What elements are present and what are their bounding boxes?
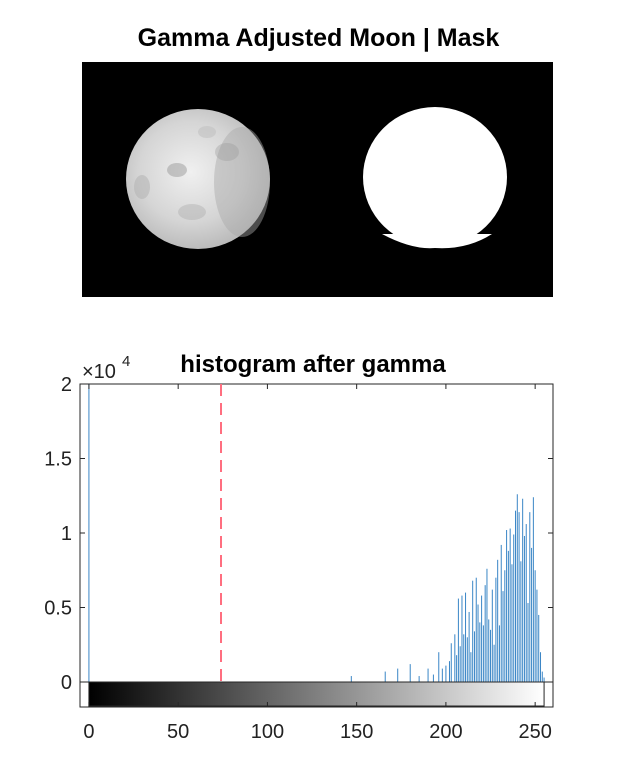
histogram-bar — [513, 534, 515, 682]
histogram-bar — [397, 668, 399, 682]
histogram-bar — [481, 595, 483, 682]
histogram-bar — [475, 577, 477, 682]
x-axis-ticks: 0 50 100 150 200 250 — [83, 384, 552, 743]
histogram-bar — [538, 614, 540, 682]
y-exponent-base: ×10 — [82, 361, 116, 383]
histogram-bar — [507, 550, 509, 682]
histogram-bar — [482, 625, 484, 682]
histogram-bars — [88, 384, 545, 682]
histogram-bar — [500, 544, 502, 682]
histogram-bar — [470, 652, 472, 682]
histogram-bar — [498, 625, 500, 682]
histogram-bar — [497, 559, 499, 682]
histogram-bar — [427, 668, 429, 682]
moon-image — [126, 109, 270, 249]
moon-image-panel — [82, 62, 553, 297]
histogram-bar — [450, 643, 452, 682]
histogram-bar — [511, 564, 513, 682]
histogram-bar — [88, 384, 90, 682]
histogram-bar — [520, 561, 522, 682]
histogram-bar — [516, 494, 518, 682]
histogram-bar — [523, 535, 525, 682]
histogram-bar — [457, 598, 459, 682]
histogram-bar — [532, 497, 534, 682]
moon-and-mask-image — [82, 62, 553, 297]
histogram-bar — [418, 676, 420, 682]
histogram-bar — [525, 524, 527, 682]
y-tick-label: 0.5 — [44, 598, 72, 620]
histogram-bar — [529, 512, 531, 682]
histogram-bar — [384, 671, 386, 682]
histogram-bar — [459, 646, 461, 682]
histogram-bar — [445, 665, 447, 682]
histogram-bar — [454, 634, 456, 682]
histogram-bar — [486, 568, 488, 682]
histogram-bar — [527, 603, 529, 682]
x-tick-label: 150 — [340, 721, 373, 743]
histogram-bar — [493, 644, 495, 682]
histogram-bar — [448, 661, 450, 682]
histogram-bar — [456, 655, 458, 682]
histogram-bar — [506, 530, 508, 682]
histogram-bar — [465, 592, 467, 682]
y-tick-label: 1 — [61, 523, 72, 545]
y-axis-ticks: 0 0.5 1 1.5 2 — [44, 374, 553, 694]
histogram-bar — [479, 622, 481, 682]
histogram-bar — [350, 676, 352, 682]
histogram-bar — [477, 604, 479, 682]
histogram-bar — [515, 510, 517, 682]
histogram-bar — [502, 591, 504, 682]
histogram-bar — [522, 498, 524, 682]
x-tick-label: 250 — [518, 721, 551, 743]
x-tick-label: 50 — [167, 721, 189, 743]
x-tick-label: 100 — [251, 721, 284, 743]
histogram-bar — [488, 619, 490, 682]
y-tick-label: 2 — [61, 374, 72, 396]
y-tick-label: 1.5 — [44, 449, 72, 471]
histogram-bar — [441, 668, 443, 682]
histogram-bar — [484, 585, 486, 682]
histogram-bar — [541, 671, 543, 682]
histogram-bar — [518, 512, 520, 682]
histogram-bar — [473, 631, 475, 682]
histogram-bar — [461, 595, 463, 682]
y-tick-label: 0 — [61, 672, 72, 694]
x-tick-label: 0 — [83, 721, 94, 743]
histogram-bar — [543, 677, 545, 682]
histogram-bar — [491, 589, 493, 682]
histogram-bar — [504, 570, 506, 682]
histogram-bar — [468, 611, 470, 682]
mask-image — [362, 107, 508, 254]
histogram-bar — [409, 664, 411, 682]
histogram-bar — [466, 637, 468, 682]
histogram-bar — [540, 652, 542, 682]
histogram-bar — [463, 634, 465, 682]
histogram-bar — [490, 629, 492, 682]
chart-title: histogram after gamma — [180, 351, 446, 378]
histogram-bar — [509, 528, 511, 682]
histogram-bar — [534, 570, 536, 682]
grayscale-colorbar — [88, 681, 545, 707]
histogram-bar — [536, 589, 538, 682]
histogram-bar — [495, 577, 497, 682]
y-exponent-label: ×10 4 — [82, 353, 130, 383]
x-tick-label: 200 — [429, 721, 462, 743]
histogram-bar — [438, 652, 440, 682]
histogram-bar — [531, 547, 533, 682]
y-exponent-power: 4 — [122, 353, 130, 370]
figure-title: Gamma Adjusted Moon | Mask — [137, 24, 500, 52]
histogram-bar — [432, 674, 434, 682]
histogram-bar — [472, 580, 474, 682]
